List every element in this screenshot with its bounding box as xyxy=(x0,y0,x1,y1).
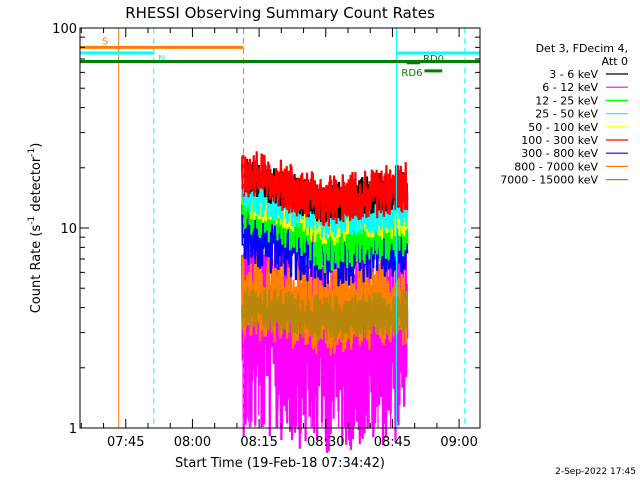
legend-entry-label: 25 - 50 keV xyxy=(535,108,598,121)
legend-entry-label: 50 - 100 keV xyxy=(528,121,598,134)
legend-entry-label: 800 - 7000 keV xyxy=(514,160,598,173)
y-axis-label: Count Rate (s-1 detector-1) xyxy=(27,143,44,314)
footer-date: 2-Sep-2022 17:45 xyxy=(555,467,636,477)
x-tick-label: 09:00 xyxy=(440,435,477,450)
legend-entry-label: 100 - 300 keV xyxy=(521,134,598,147)
y-axis-label-part: Count Rate (s xyxy=(29,225,44,314)
series-line xyxy=(241,151,409,227)
legend-entry-label: 7000 - 15000 keV xyxy=(500,174,598,187)
flag-label: S xyxy=(102,36,108,47)
series-trace xyxy=(241,151,409,227)
flag-label: N xyxy=(158,54,165,65)
flag-label: RD0 xyxy=(423,54,444,65)
x-tick-label: 08:00 xyxy=(174,435,211,450)
y-axis-label-sup: -1 xyxy=(27,148,37,157)
legend-entry-label: 12 - 25 keV xyxy=(535,94,598,107)
legend-entry-label: 3 - 6 keV xyxy=(549,68,598,81)
x-axis: 07:45 08:00 08:15 08:30 08:45 09:00 xyxy=(80,28,478,450)
legend-header: Det 3, FDecim 4, xyxy=(536,42,628,55)
data-layer xyxy=(241,151,409,453)
x-tick-label: 08:30 xyxy=(307,435,344,450)
x-axis-label: Start Time (19-Feb-18 07:34:42) xyxy=(175,456,385,471)
y-axis-label-sup: -1 xyxy=(27,216,37,225)
legend-entry-label: 6 - 12 keV xyxy=(542,81,598,94)
series-trace xyxy=(241,223,409,453)
y-tick-label: 10 xyxy=(60,222,77,237)
chart-title: RHESSI Observing Summary Count Rates xyxy=(125,4,435,22)
series-trace xyxy=(241,286,409,342)
flag-label: RD6 xyxy=(401,68,422,79)
marker-lines xyxy=(118,28,466,428)
x-tick-label: 08:15 xyxy=(240,435,277,450)
legend-entry-label: 300 - 800 keV xyxy=(521,147,598,160)
y-tick-label: 100 xyxy=(52,22,77,37)
y-axis: 1 10 100 xyxy=(52,22,480,437)
series-line xyxy=(241,286,409,342)
x-tick-label: 07:45 xyxy=(107,435,144,450)
x-tick-label: 08:45 xyxy=(374,435,411,450)
y-tick-label: 1 xyxy=(69,422,77,437)
y-axis-label-part: ) xyxy=(29,143,44,148)
y-axis-label-part: detector xyxy=(29,156,44,216)
legend-header: Att 0 xyxy=(602,55,628,68)
